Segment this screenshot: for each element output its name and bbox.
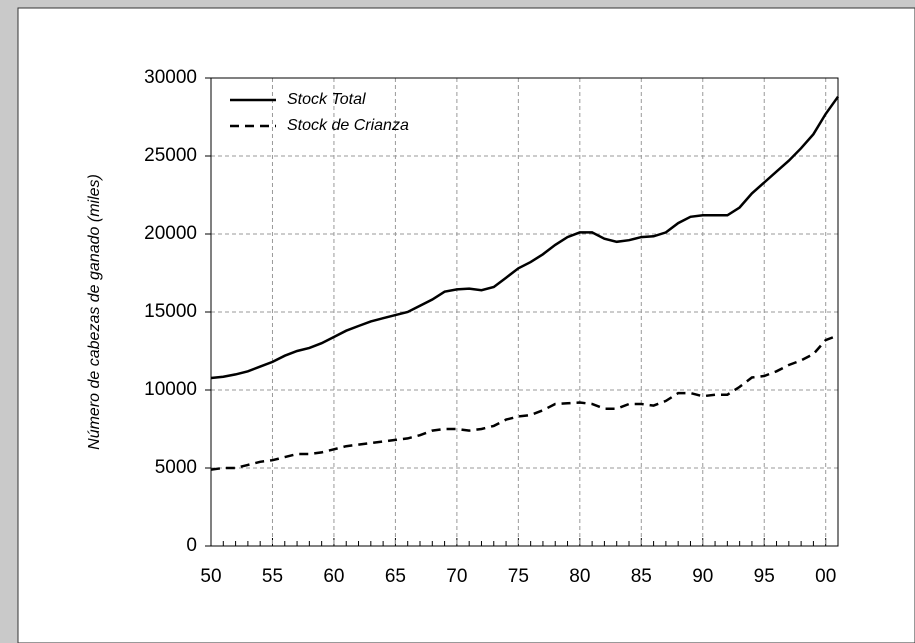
y-tick-label: 25000 <box>144 145 197 166</box>
series-line <box>210 334 839 471</box>
x-tick-label: 70 <box>446 566 467 587</box>
x-tick-label: 00 <box>815 566 836 587</box>
y-tick-label: 30000 <box>144 67 197 88</box>
legend-label: Stock Total <box>287 91 366 108</box>
x-tick-label: 85 <box>631 566 652 587</box>
panel <box>17 7 915 643</box>
y-axis-label: Número de cabezas de ganado (miles) <box>86 174 103 450</box>
x-tick-label: 95 <box>754 566 775 587</box>
x-tick-label: 80 <box>569 566 590 587</box>
x-tick-label: 90 <box>692 566 713 587</box>
series-line <box>210 95 840 380</box>
y-tick-label: 20000 <box>144 223 197 244</box>
legend-label: Stock de Crianza <box>287 117 409 134</box>
y-tick-label: 10000 <box>144 379 197 400</box>
x-tick-label: 60 <box>323 566 344 587</box>
x-tick-label: 50 <box>200 566 221 587</box>
x-tick-label: 75 <box>508 566 529 587</box>
y-tick-label: 5000 <box>155 457 197 478</box>
y-tick-label: 15000 <box>144 301 197 322</box>
x-tick-label: 65 <box>385 566 406 587</box>
y-tick-label: 0 <box>186 535 197 556</box>
x-tick-label: 55 <box>262 566 283 587</box>
plot-frame <box>210 77 839 547</box>
